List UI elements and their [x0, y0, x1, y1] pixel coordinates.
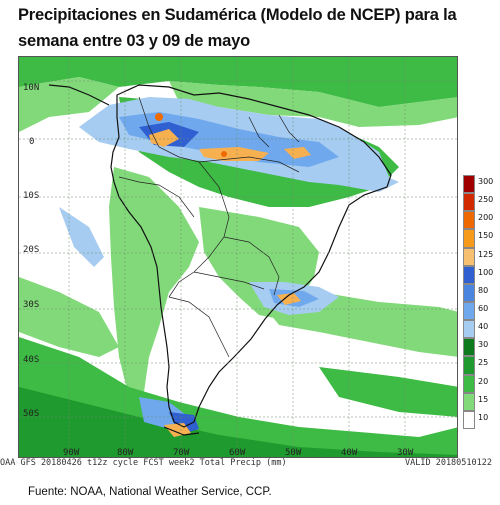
- lat-label-10s: 10S: [23, 191, 40, 201]
- legend-swatch: [463, 247, 475, 266]
- legend-swatch: [463, 229, 475, 248]
- legend-value: 250: [478, 195, 494, 205]
- lat-label-20s: 20S: [23, 245, 40, 255]
- lat-label-0: 0: [29, 137, 35, 147]
- legend-swatch: [463, 302, 475, 321]
- lon-label-50w: 50W: [285, 448, 302, 458]
- legend-value: 100: [478, 267, 494, 277]
- source-credit: Fuente: NOAA, National Weather Service, …: [28, 486, 272, 498]
- legend-swatch: [463, 283, 475, 302]
- legend-value: 25: [478, 358, 489, 368]
- legend-swatch: [463, 265, 475, 284]
- legend-value: 15: [478, 394, 489, 404]
- lon-label-90w: 90W: [63, 448, 80, 458]
- legend-value: 80: [478, 285, 489, 295]
- legend-value: 30: [478, 340, 489, 350]
- precip-legend: 300 250 200 150 125 100 80 60 40 30 25 20 15 10: [463, 175, 493, 429]
- lat-label-40s: 40S: [23, 355, 40, 365]
- legend-swatch: [463, 320, 475, 339]
- title-line-2: semana entre 03 y 09 de mayo: [18, 32, 250, 50]
- legend-value: 300: [478, 177, 494, 186]
- legend-swatch: [463, 374, 475, 393]
- legend-swatch: [463, 193, 475, 212]
- legend-swatch: [463, 338, 475, 357]
- legend-value: 150: [478, 231, 494, 241]
- lat-label-30s: 30S: [23, 300, 40, 310]
- lon-label-30w: 30W: [397, 448, 414, 458]
- legend-swatch: [463, 410, 475, 429]
- country-borders: [118, 96, 300, 358]
- lon-label-70w: 70W: [173, 448, 190, 458]
- lat-label-10n: 10N: [23, 83, 40, 93]
- valid-date: VALID 20180510122: [405, 458, 492, 468]
- legend-value: 10: [478, 412, 489, 422]
- legend-swatch: [463, 392, 475, 411]
- lon-label-80w: 80W: [117, 448, 134, 458]
- map-title: Precipitaciones en Sudamérica (Modelo de…: [18, 2, 488, 54]
- map-canvas: [19, 57, 457, 457]
- lat-label-50s: 50S: [23, 409, 40, 419]
- lon-label-40w: 40W: [341, 448, 358, 458]
- precipitation-map: 10N 0 10S 20S 30S 40S 50S 90W 80W 70W 60…: [18, 56, 458, 458]
- legend-value: 40: [478, 322, 489, 332]
- legend-value: 20: [478, 376, 489, 386]
- legend-value: 125: [478, 249, 494, 259]
- legend-swatch: [463, 175, 475, 194]
- legend-value: 60: [478, 304, 489, 313]
- graticule: [19, 57, 457, 457]
- lon-label-60w: 60W: [229, 448, 246, 458]
- continent-outline: [48, 84, 392, 436]
- legend-value: 200: [478, 213, 494, 223]
- model-run-info: OAA GFS 20180426 t12z cycle FCST week2 T…: [0, 458, 287, 468]
- title-line-1: Precipitaciones en Sudamérica (Modelo de…: [18, 6, 457, 24]
- legend-swatch: [463, 356, 475, 375]
- legend-swatch: [463, 211, 475, 230]
